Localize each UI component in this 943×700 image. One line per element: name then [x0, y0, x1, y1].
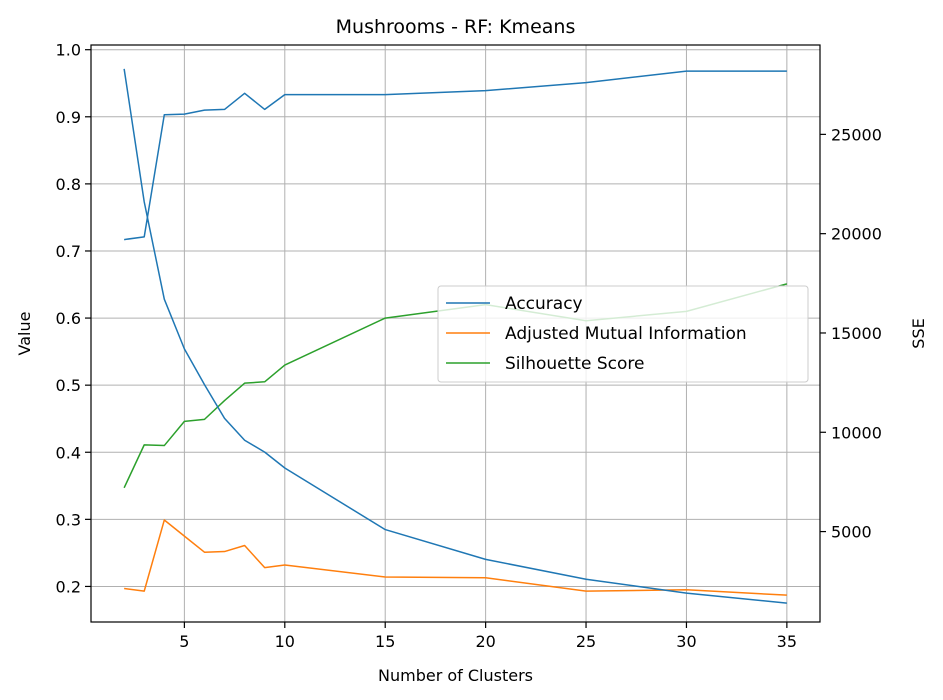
- y2-tick-label: 10000: [831, 423, 882, 442]
- x-tick-label: 5: [179, 632, 189, 651]
- y-tick-label: 0.3: [56, 510, 81, 529]
- axis-ticks: 5 10 15 20 25 30 35 0.2 0.3 0.4 0.5 0.6 0.7 0.8 0.9 1.0…: [56, 41, 882, 651]
- y2-tick-label: 20000: [831, 225, 882, 244]
- sse-line: [123, 68, 787, 604]
- y2-tick-label: 25000: [831, 125, 882, 144]
- y2-tick-label: 5000: [831, 523, 872, 542]
- y-tick-label: 0.7: [56, 242, 81, 261]
- y-tick-label: 0.5: [56, 376, 81, 395]
- legend-label-ami: Adjusted Mutual Information: [505, 324, 747, 344]
- y-tick-label: 0.9: [56, 108, 81, 127]
- ami-line: [124, 519, 787, 596]
- legend: Accuracy Adjusted Mutual Information Sil…: [437, 285, 809, 383]
- accuracy-line: [124, 70, 787, 241]
- y-tick-label: 0.8: [56, 175, 81, 194]
- x-tick-label: 35: [777, 632, 797, 651]
- x-axis-label: Number of Clusters: [378, 666, 533, 685]
- x-tick-label: 30: [676, 632, 696, 651]
- legend-box: [437, 285, 809, 383]
- y-axis-label: Value: [15, 312, 34, 356]
- y-tick-label: 1.0: [56, 41, 81, 60]
- chart-title: Mushrooms - RF: Kmeans: [336, 16, 576, 38]
- legend-label-accuracy: Accuracy: [505, 294, 583, 314]
- y-tick-label: 0.2: [56, 577, 81, 596]
- legend-label-silhouette: Silhouette Score: [505, 354, 644, 374]
- y2-tick-label: 15000: [831, 324, 882, 343]
- x-tick-label: 25: [576, 632, 596, 651]
- y-tick-label: 0.6: [56, 309, 81, 328]
- x-tick-label: 10: [275, 632, 295, 651]
- x-tick-label: 15: [375, 632, 395, 651]
- y2-axis-label: SSE: [909, 318, 928, 348]
- y-tick-label: 0.4: [56, 443, 81, 462]
- x-tick-label: 20: [475, 632, 495, 651]
